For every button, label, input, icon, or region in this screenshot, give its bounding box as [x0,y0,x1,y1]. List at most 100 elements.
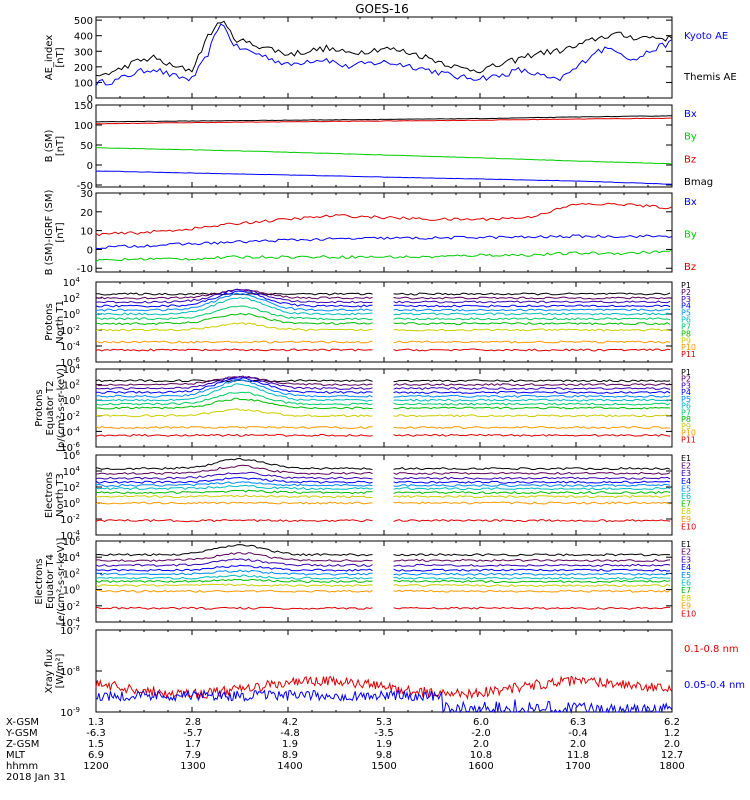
channel-label: P8 [681,329,691,338]
channel-line [393,483,671,487]
channel-line [393,576,671,580]
channel-line [393,390,671,394]
channel-line [393,317,671,321]
channel-line [95,433,373,437]
mlt-value: 12.7 [660,750,684,761]
xgsm-value: 1.3 [88,717,104,728]
y-tick-label: 102 [63,481,80,494]
channel-line [95,544,373,557]
y-axis-label: B (SM)-IGRF (SM)[nT] [44,190,66,276]
legend-entry: By [684,132,697,143]
series-line [95,147,673,165]
mlt-value: 7.9 [185,750,201,761]
series-line [95,249,673,263]
channel-label: P10 [681,343,696,352]
channel-label: E9 [681,515,691,524]
channel-line [95,397,373,410]
channel-line [95,408,373,418]
ygsm-value: -3.5 [374,728,394,739]
channel-line [393,398,671,402]
row-label-hhmm: hhmm [6,761,39,772]
xgsm-value: 2.8 [185,717,201,728]
y-tick-label: 150 [74,101,93,112]
ygsm-value: -0.4 [568,728,588,739]
channel-line [95,288,373,304]
channel-label: P5 [681,395,691,404]
hhmm-value: 1300 [180,761,206,772]
y-tick-label: 50 [80,141,93,152]
channel-line [393,379,671,383]
y-tick-label: 102 [63,567,80,580]
y-tick-label: 20 [80,208,93,219]
series-line [95,202,673,237]
channel-line [95,606,373,610]
channel-label: P4 [681,302,691,311]
channel-label: E9 [681,602,691,611]
y-axis-label: ProtonsNorth T1 [44,300,66,344]
y-tick-label: 100 [63,308,80,321]
y-axis-label: ElectronsEquator T4[e/(cm²-s-sr-keV)] [34,538,67,626]
channel-line [393,425,671,429]
channel-line [95,489,373,495]
y-tick-label: 30 [80,189,93,200]
ygsm-value: -6.3 [86,728,106,739]
series-line [95,117,673,125]
channel-line [95,305,373,321]
y-tick-label: 10-4 [60,425,80,438]
channel-label: E3 [681,555,691,564]
channel-label: E6 [681,579,691,588]
channel-line [95,457,373,471]
channel-line [95,471,373,480]
channel-line [393,387,671,391]
y-tick-label: 400 [74,32,93,43]
ygsm-value: -2.0 [471,728,491,739]
channel-line [95,558,373,567]
channel-line [95,569,373,576]
xgsm-value: 4.2 [282,717,298,728]
row-label-ygsm: Y-GSM [6,728,38,739]
channel-line [95,296,373,316]
y-tick-label: -10 [77,264,93,275]
ygsm-value: -5.7 [183,728,203,739]
legend-entry: Themis AE [683,72,737,83]
channel-line [393,312,671,316]
channel-label: E1 [681,454,691,463]
channel-label: P9 [681,422,691,431]
channel-line [393,501,671,505]
channel-label: P4 [681,388,691,397]
channel-label: E2 [681,548,691,557]
y-tick-label: 106 [63,449,81,462]
channel-line [95,519,373,523]
xgsm-value: 6.2 [664,717,680,728]
channel-label: E8 [681,594,691,603]
channel-line [393,491,671,495]
channel-label: P2 [681,375,691,384]
channel-line [95,391,373,406]
channel-label: P11 [681,350,696,359]
y-tick-label: 0 [87,245,93,256]
channel-label: P5 [681,309,691,318]
y-tick-label: 100 [63,584,80,597]
y-tick-label: 104 [63,276,81,289]
channel-line [393,563,671,567]
y-tick-label: 102 [63,292,80,305]
channel-line [393,414,671,418]
y-tick-label: -50 [77,181,93,192]
channel-line [393,579,671,583]
channel-label: P8 [681,415,691,424]
mlt-value: 10.8 [469,750,493,761]
channel-line [393,328,671,332]
channel-line [393,296,671,300]
channel-line [393,402,671,406]
channel-label: P6 [681,316,691,325]
channel-line [95,484,373,491]
y-tick-label: 100 [74,78,93,89]
channel-line [393,572,671,576]
channel-line [393,584,671,588]
xgsm-value: 5.3 [376,717,392,728]
plot-title: GOES-16 [355,2,409,16]
y-tick-label: 104 [63,551,81,564]
channel-line [95,340,373,344]
channel-label: E5 [681,571,691,580]
